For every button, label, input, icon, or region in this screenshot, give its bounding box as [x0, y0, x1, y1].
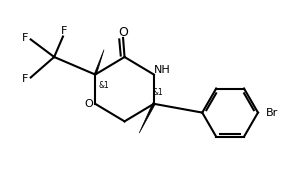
- Polygon shape: [139, 103, 155, 133]
- Text: Br: Br: [266, 108, 279, 118]
- Text: &1: &1: [152, 88, 163, 97]
- Text: F: F: [22, 33, 29, 43]
- Text: O: O: [84, 99, 93, 109]
- Text: O: O: [118, 26, 128, 39]
- Text: &1: &1: [99, 81, 110, 90]
- Polygon shape: [94, 50, 104, 74]
- Text: F: F: [22, 74, 29, 84]
- Text: NH: NH: [154, 65, 170, 75]
- Text: F: F: [61, 26, 67, 36]
